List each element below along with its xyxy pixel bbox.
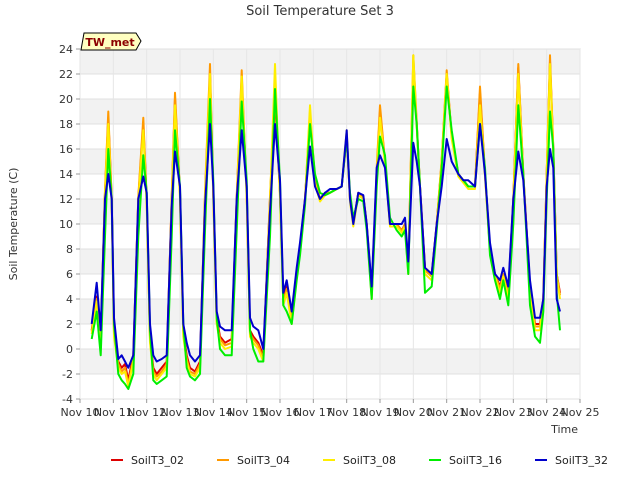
chart-title: Soil Temperature Set 3 <box>246 4 394 19</box>
y-tick-label: 14 <box>59 168 73 181</box>
x-tick-label: Nov 17 <box>294 406 333 419</box>
series-line-soilt3_32 <box>90 123 561 369</box>
y-tick-label: 12 <box>59 193 73 206</box>
y-tick-label: 22 <box>59 68 73 81</box>
legend-label: SoilT3_16 <box>449 454 502 467</box>
station-badge-label: TW_met <box>85 36 134 49</box>
legend-item-soilt3_32: SoilT3_32 <box>535 454 608 467</box>
x-tick-label: Nov 14 <box>194 406 233 419</box>
y-tick-label: -2 <box>62 368 73 381</box>
y-tick-label: 2 <box>66 318 73 331</box>
legend-item-soilt3_04: SoilT3_04 <box>217 454 290 467</box>
x-tick-label: Nov 25 <box>561 406 600 419</box>
series-lines <box>90 54 561 390</box>
legend-item-soilt3_08: SoilT3_08 <box>323 454 396 467</box>
x-tick-label: Nov 11 <box>94 406 133 419</box>
y-axis-label: Soil Temperature (C) <box>7 168 20 281</box>
y-tick-label: 20 <box>59 93 73 106</box>
x-axis-label: Time <box>550 423 578 436</box>
x-tick-label: Nov 20 <box>394 406 433 419</box>
plot-band <box>80 299 580 324</box>
legend-label: SoilT3_08 <box>343 454 396 467</box>
y-tick-label: 24 <box>59 43 73 56</box>
plot-band <box>80 49 580 74</box>
station-badge-shape <box>80 32 142 51</box>
legend-label: SoilT3_32 <box>555 454 608 467</box>
y-tick-label: 16 <box>59 143 73 156</box>
y-tick-label: 10 <box>59 218 73 231</box>
legend-item-soilt3_16: SoilT3_16 <box>429 454 502 467</box>
plot-band <box>80 149 580 174</box>
x-tick-label: Nov 15 <box>227 406 266 419</box>
station-badge: TW_met <box>80 32 142 51</box>
x-tick-label: Nov 13 <box>161 406 200 419</box>
y-tick-label: 18 <box>59 118 73 131</box>
y-tick-label: 0 <box>66 343 73 356</box>
plot-band <box>80 199 580 224</box>
x-tick-label: Nov 16 <box>261 406 300 419</box>
y-tick-label: 8 <box>66 243 73 256</box>
legend: SoilT3_02 SoilT3_04 SoilT3_08 SoilT3_16 Soil… <box>111 454 608 467</box>
x-tick-label: Nov 10 <box>61 406 100 419</box>
legend-label: SoilT3_02 <box>131 454 184 467</box>
x-tick-label: Nov 12 <box>127 406 166 419</box>
y-tick-label: 6 <box>66 268 73 281</box>
x-tick-label: Nov 22 <box>461 406 500 419</box>
y-tick-label: -4 <box>62 393 73 406</box>
legend-item-soilt3_02: SoilT3_02 <box>111 454 184 467</box>
plot-band <box>80 99 580 124</box>
x-tick-label: Nov 19 <box>361 406 400 419</box>
x-tick-label: Nov 23 <box>494 406 533 419</box>
plot-band <box>80 249 580 274</box>
legend-label: SoilT3_04 <box>237 454 290 467</box>
x-tick-label: Nov 21 <box>427 406 466 419</box>
x-tick-label: Nov 18 <box>327 406 366 419</box>
x-tick-label: Nov 24 <box>527 406 566 419</box>
y-tick-label: 4 <box>66 293 73 306</box>
